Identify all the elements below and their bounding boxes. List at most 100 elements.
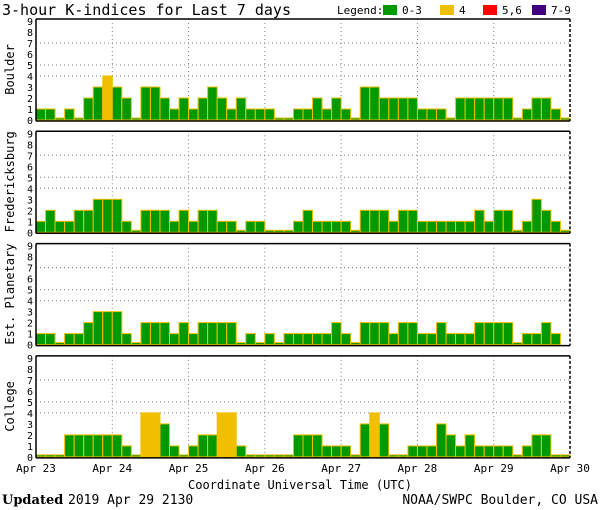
bar <box>264 333 275 346</box>
bar <box>426 108 438 121</box>
bar <box>140 209 151 233</box>
bar <box>350 342 361 346</box>
bar <box>169 333 180 346</box>
credit: NOAA/SWPC Boulder, CO USA <box>402 493 598 508</box>
bar <box>407 209 418 233</box>
bar <box>54 117 66 121</box>
bar <box>149 412 161 458</box>
y-tick-label: 7 <box>27 151 33 162</box>
bar <box>54 454 66 458</box>
bar <box>45 108 56 121</box>
bar <box>254 220 266 233</box>
bar <box>407 97 418 121</box>
legend-swatch-2 <box>483 5 497 15</box>
bar <box>226 322 237 346</box>
y-tick-label: 5 <box>27 286 33 297</box>
y-tick-label: 5 <box>27 61 33 72</box>
bar <box>245 333 256 346</box>
bar <box>292 108 304 121</box>
bar <box>130 454 142 458</box>
x-tick-label: Apr 29 <box>474 462 514 475</box>
y-tick-label: 6 <box>27 387 33 398</box>
legend: Legend: 0-3 4 5,6 7-9 <box>337 4 571 17</box>
bar <box>149 209 161 233</box>
bar <box>464 434 476 458</box>
bar <box>312 333 323 346</box>
bar <box>207 86 218 121</box>
bar <box>292 333 304 346</box>
bar <box>188 445 199 458</box>
bar <box>502 445 514 458</box>
y-tick-label: 2 <box>27 206 33 217</box>
updated-label: Updated <box>2 493 63 508</box>
bar <box>83 97 94 121</box>
bar <box>445 333 457 346</box>
bar <box>388 220 399 233</box>
bar <box>350 229 361 233</box>
bar <box>359 209 371 233</box>
bar <box>111 198 123 233</box>
bar <box>102 75 113 121</box>
bar <box>140 86 151 121</box>
bar <box>273 454 285 458</box>
bar <box>54 342 66 346</box>
bar <box>483 445 495 458</box>
bar <box>207 322 218 346</box>
bar <box>216 322 228 346</box>
x-tick-label: Apr 28 <box>398 462 438 475</box>
bar <box>102 311 113 346</box>
bar <box>245 220 256 233</box>
bar <box>531 434 542 458</box>
bar <box>83 209 94 233</box>
bar <box>474 209 485 233</box>
bar <box>188 220 199 233</box>
bar <box>388 333 399 346</box>
bar <box>369 322 380 346</box>
bar <box>378 97 390 121</box>
panel-label: Fredericksburg <box>3 131 17 232</box>
bar <box>197 322 209 346</box>
bar <box>226 220 237 233</box>
y-tick-label: 3 <box>27 420 33 431</box>
bar <box>474 322 485 346</box>
bar <box>264 108 275 121</box>
bar <box>388 454 399 458</box>
bar <box>502 97 514 121</box>
bar <box>140 412 151 458</box>
bar <box>378 209 390 233</box>
bar <box>483 322 495 346</box>
y-tick-label: 0 <box>27 341 33 352</box>
bar <box>283 454 294 458</box>
bar <box>512 342 523 346</box>
bar <box>216 97 228 121</box>
bar <box>159 209 170 233</box>
bar <box>235 229 247 233</box>
bar <box>559 454 571 458</box>
bar <box>83 434 94 458</box>
bar <box>493 445 504 458</box>
bar <box>493 322 504 346</box>
bar <box>92 86 104 121</box>
y-tick-label: 5 <box>27 398 33 409</box>
y-tick-label: 8 <box>27 253 33 264</box>
bar <box>455 445 466 458</box>
bar <box>483 97 495 121</box>
bar <box>264 454 275 458</box>
bar <box>302 108 314 121</box>
bar <box>426 220 438 233</box>
bar <box>455 333 466 346</box>
bar <box>426 333 438 346</box>
bar <box>273 117 285 121</box>
y-tick-label: 6 <box>27 50 33 61</box>
bar <box>436 322 447 346</box>
y-tick-label: 1 <box>27 442 33 453</box>
bar <box>407 322 418 346</box>
bar <box>312 97 323 121</box>
bar <box>188 333 199 346</box>
legend-entry-label: 4 <box>459 4 466 17</box>
bar <box>521 220 533 233</box>
bar <box>531 97 542 121</box>
bar <box>521 445 533 458</box>
x-tick-label: Apr 23 <box>16 462 56 475</box>
